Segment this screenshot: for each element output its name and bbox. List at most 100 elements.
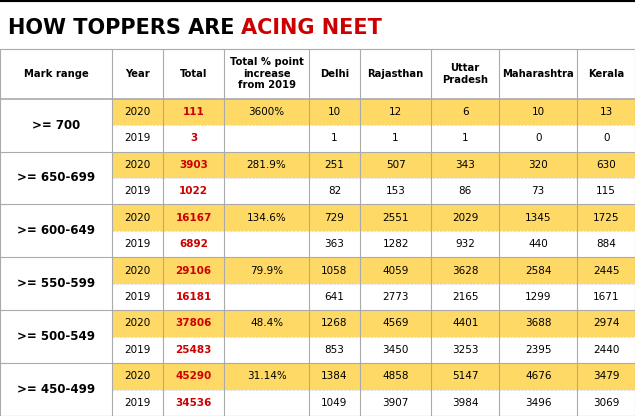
Text: 320: 320 [528, 160, 548, 170]
Text: 884: 884 [596, 239, 616, 249]
Text: 10: 10 [531, 107, 545, 117]
Text: >= 500-549: >= 500-549 [17, 330, 95, 343]
Text: 16181: 16181 [175, 292, 211, 302]
Text: 932: 932 [455, 239, 475, 249]
Text: Mark range: Mark range [23, 69, 88, 79]
Text: 2020: 2020 [124, 318, 150, 328]
Text: 1022: 1022 [179, 186, 208, 196]
Text: 2445: 2445 [593, 265, 619, 275]
Text: 12: 12 [389, 107, 402, 117]
Text: 2019: 2019 [124, 398, 150, 408]
Text: 3069: 3069 [593, 398, 619, 408]
Text: 343: 343 [455, 160, 475, 170]
Text: Uttar
Pradesh: Uttar Pradesh [442, 63, 488, 84]
Text: 251: 251 [324, 160, 344, 170]
Text: 0: 0 [603, 133, 610, 143]
Text: >= 550-599: >= 550-599 [17, 277, 95, 290]
Text: 1: 1 [462, 133, 469, 143]
Bar [112, 151, 635, 178]
Text: 5147: 5147 [452, 371, 478, 381]
Text: 1: 1 [392, 133, 399, 143]
Text: 1268: 1268 [321, 318, 348, 328]
Text: 440: 440 [528, 239, 548, 249]
Text: 2019: 2019 [124, 186, 150, 196]
Text: 1671: 1671 [593, 292, 619, 302]
Text: 4401: 4401 [452, 318, 478, 328]
Text: 2165: 2165 [452, 292, 478, 302]
Text: 3253: 3253 [452, 345, 478, 355]
Bar [112, 363, 635, 389]
Text: 115: 115 [596, 186, 616, 196]
Text: 641: 641 [324, 292, 344, 302]
Text: 1: 1 [331, 133, 338, 143]
Text: 16167: 16167 [175, 213, 211, 223]
Text: 79.9%: 79.9% [250, 265, 283, 275]
Text: 6892: 6892 [179, 239, 208, 249]
Text: 2020: 2020 [124, 371, 150, 381]
Text: 29106: 29106 [175, 265, 211, 275]
Text: 73: 73 [531, 186, 545, 196]
Text: 4676: 4676 [525, 371, 551, 381]
Text: 37806: 37806 [175, 318, 211, 328]
Text: 2395: 2395 [525, 345, 551, 355]
Text: 48.4%: 48.4% [250, 318, 283, 328]
Text: 853: 853 [324, 345, 344, 355]
Text: 3903: 3903 [179, 160, 208, 170]
Text: 507: 507 [385, 160, 406, 170]
Text: 3628: 3628 [452, 265, 478, 275]
Text: 2029: 2029 [452, 213, 478, 223]
Text: 3450: 3450 [382, 345, 409, 355]
Text: 3479: 3479 [593, 371, 619, 381]
Bar [112, 204, 635, 231]
Text: 82: 82 [328, 186, 341, 196]
Text: 4059: 4059 [382, 265, 409, 275]
Bar [112, 258, 635, 284]
Text: 111: 111 [183, 107, 204, 117]
Text: 1049: 1049 [321, 398, 348, 408]
Text: 1345: 1345 [525, 213, 551, 223]
Text: 31.14%: 31.14% [246, 371, 286, 381]
Text: >= 700: >= 700 [32, 119, 80, 131]
Text: 2020: 2020 [124, 213, 150, 223]
Text: 363: 363 [324, 239, 344, 249]
Text: 729: 729 [324, 213, 344, 223]
Bar [112, 99, 635, 125]
Text: 13: 13 [599, 107, 613, 117]
Text: 2019: 2019 [124, 345, 150, 355]
Text: >= 600-649: >= 600-649 [17, 224, 95, 238]
Text: 2584: 2584 [525, 265, 551, 275]
Text: 6: 6 [462, 107, 469, 117]
Text: 2440: 2440 [593, 345, 619, 355]
Text: 1282: 1282 [382, 239, 409, 249]
Text: 3907: 3907 [382, 398, 409, 408]
Text: 281.9%: 281.9% [246, 160, 286, 170]
Text: >= 450-499: >= 450-499 [17, 383, 95, 396]
Text: 2974: 2974 [593, 318, 619, 328]
Text: 4858: 4858 [382, 371, 409, 381]
Text: Delhi: Delhi [320, 69, 349, 79]
Text: 2019: 2019 [124, 239, 150, 249]
Text: 3984: 3984 [452, 398, 478, 408]
Text: 2551: 2551 [382, 213, 409, 223]
Text: 630: 630 [596, 160, 616, 170]
Text: HOW TOPPERS ARE: HOW TOPPERS ARE [8, 18, 241, 38]
Text: 1384: 1384 [321, 371, 348, 381]
Text: Year: Year [125, 69, 150, 79]
Text: 1058: 1058 [321, 265, 348, 275]
Text: 2020: 2020 [124, 265, 150, 275]
Text: 34536: 34536 [175, 398, 211, 408]
Text: 0: 0 [535, 133, 542, 143]
Text: Total % point
increase
from 2019: Total % point increase from 2019 [230, 57, 304, 90]
Text: 3600%: 3600% [248, 107, 284, 117]
Text: 1725: 1725 [593, 213, 619, 223]
Text: 86: 86 [458, 186, 472, 196]
Text: 1299: 1299 [525, 292, 551, 302]
Text: 153: 153 [385, 186, 406, 196]
Text: 2019: 2019 [124, 292, 150, 302]
Text: Maharashtra: Maharashtra [502, 69, 574, 79]
Text: 25483: 25483 [175, 345, 211, 355]
Text: 2019: 2019 [124, 133, 150, 143]
Text: >= 650-699: >= 650-699 [17, 171, 95, 184]
Text: 45290: 45290 [175, 371, 211, 381]
Text: 3496: 3496 [525, 398, 551, 408]
